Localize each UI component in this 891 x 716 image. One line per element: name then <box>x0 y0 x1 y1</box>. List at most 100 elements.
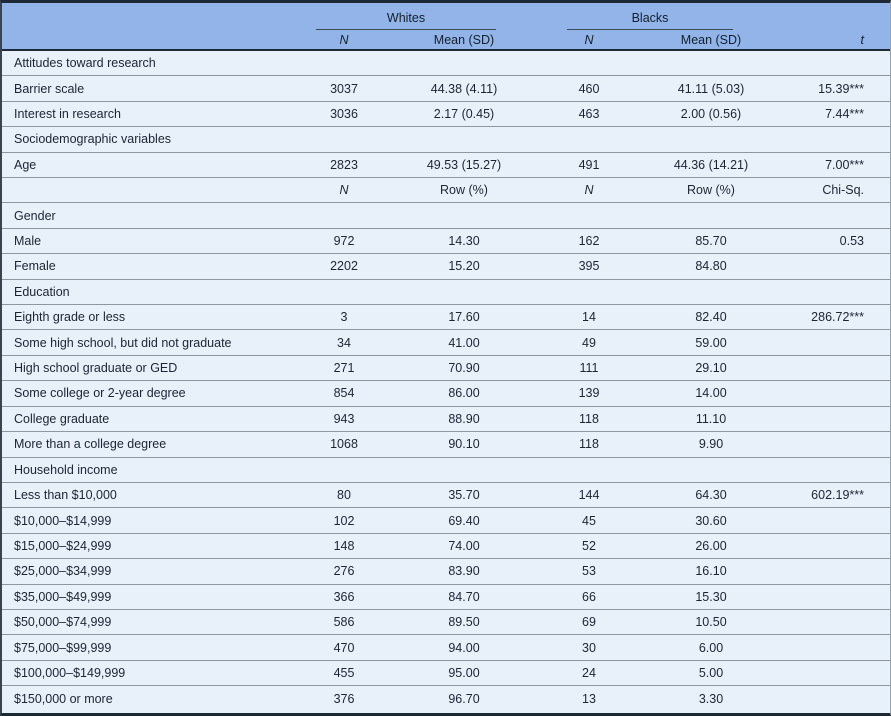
row-label: Eighth grade or less <box>14 310 126 325</box>
cell-mean-blacks: 30.60 <box>695 513 727 528</box>
cell-n-whites: 80 <box>337 488 351 503</box>
group-header-row: Whites Blacks <box>2 3 890 30</box>
table-row: More than a college degree 1068 90.10 11… <box>2 432 890 458</box>
cell-n-whites: 586 <box>333 615 355 630</box>
group-underline-blacks <box>567 29 733 30</box>
cell-n-whites: 3 <box>340 310 348 325</box>
column-header-t-statistic: t <box>860 32 864 47</box>
row-label: College graduate <box>14 411 110 426</box>
cell-statistic: Chi-Sq. <box>822 183 864 198</box>
table-row: $10,000–$14,999 102 69.40 45 30.60 <box>2 508 890 534</box>
cell-mean-blacks: 59.00 <box>695 335 727 350</box>
cell-n-whites: 2202 <box>330 259 358 274</box>
cell-n-blacks: 139 <box>578 386 600 401</box>
row-label: Attitudes toward research <box>14 56 156 71</box>
row-label: Male <box>14 234 42 249</box>
table-row: Interest in research 3036 2.17 (0.45) 46… <box>2 102 890 128</box>
cell-statistic: 7.00*** <box>825 157 864 172</box>
table-row: High school graduate or GED 271 70.90 11… <box>2 356 890 382</box>
cell-n-blacks: 24 <box>582 665 596 680</box>
cell-statistic: 7.44*** <box>825 107 864 122</box>
row-label: Sociodemographic variables <box>14 132 172 147</box>
cell-n-blacks: 460 <box>578 81 600 96</box>
cell-mean-blacks: 11.10 <box>695 411 727 426</box>
cell-n-blacks: 52 <box>582 538 596 553</box>
cell-mean-whites: 74.00 <box>448 538 480 553</box>
cell-n-whites: 972 <box>333 234 355 249</box>
row-label: Age <box>14 157 37 172</box>
table-row: $25,000–$34,999 276 83.90 53 16.10 <box>2 559 890 585</box>
cell-mean-whites: 90.10 <box>448 437 480 452</box>
cell-n-blacks: 13 <box>582 691 596 706</box>
column-header-n-blacks: N <box>584 32 594 47</box>
row-label: Gender <box>14 208 56 223</box>
table-body: Attitudes toward research Barrier scale … <box>2 51 890 712</box>
cell-mean-whites: 44.38 (4.11) <box>430 81 498 96</box>
table-row: College graduate 943 88.90 118 11.10 <box>2 407 890 433</box>
cell-mean-blacks: 29.10 <box>695 361 727 376</box>
cell-n-whites: 3036 <box>330 107 358 122</box>
cell-n-blacks: 395 <box>578 259 600 274</box>
cell-mean-whites: 86.00 <box>448 386 480 401</box>
cell-mean-whites: 89.50 <box>448 615 480 630</box>
cell-n-blacks: 53 <box>582 564 596 579</box>
row-label: $75,000–$99,999 <box>14 640 112 655</box>
cell-mean-whites: 17.60 <box>448 310 480 325</box>
cell-n-blacks: 118 <box>579 411 599 426</box>
group-header-whites: Whites <box>316 5 496 30</box>
cell-n-blacks: 118 <box>579 437 599 452</box>
row-label: More than a college degree <box>14 437 167 452</box>
cell-mean-blacks: 41.11 (5.03) <box>677 81 745 96</box>
cell-n-whites: 470 <box>333 640 355 655</box>
group-label-blacks: Blacks <box>631 11 669 25</box>
table-row: $150,000 or more 376 96.70 13 3.30 <box>2 686 890 711</box>
cell-statistic: 602.19*** <box>811 488 864 503</box>
cell-n-whites: 148 <box>333 538 355 553</box>
cell-mean-whites: 70.90 <box>448 361 480 376</box>
row-label: Female <box>14 259 56 274</box>
cell-n-whites: 1068 <box>330 437 358 452</box>
column-header-mean-blacks: Mean (SD) <box>680 32 742 47</box>
row-label: $100,000–$149,999 <box>14 665 126 680</box>
cell-mean-blacks: 15.30 <box>695 589 727 604</box>
table-row: Female 2202 15.20 395 84.80 <box>2 254 890 280</box>
table-row: Less than $10,000 80 35.70 144 64.30 602… <box>2 483 890 509</box>
row-label: $10,000–$14,999 <box>14 513 112 528</box>
table-row: Barrier scale 3037 44.38 (4.11) 460 41.1… <box>2 76 890 102</box>
cell-mean-blacks: 84.80 <box>695 259 727 274</box>
table-header: Whites Blacks N Mean (SD) N Mean (SD) t <box>2 3 890 51</box>
cell-n-whites: 271 <box>333 361 355 376</box>
table-row: N Row (%) N Row (%) Chi-Sq. <box>2 178 890 204</box>
cell-mean-blacks: 26.00 <box>695 538 727 553</box>
cell-n-whites: 102 <box>333 513 355 528</box>
cell-mean-whites: 69.40 <box>448 513 480 528</box>
cell-n-blacks: 491 <box>578 157 600 172</box>
cell-mean-whites: 2.17 (0.45) <box>433 107 495 122</box>
cell-mean-whites: 84.70 <box>448 589 480 604</box>
cell-mean-blacks: 14.00 <box>695 386 727 401</box>
row-label: Less than $10,000 <box>14 488 117 503</box>
group-underline-whites <box>316 29 496 30</box>
cell-n-whites: 2823 <box>330 157 358 172</box>
cell-n-blacks: 463 <box>578 107 600 122</box>
table-row: Some high school, but did not graduate 3… <box>2 330 890 356</box>
table-row: Education <box>2 280 890 306</box>
cell-n-blacks: 30 <box>582 640 596 655</box>
cell-n-whites: 366 <box>333 589 355 604</box>
cell-n-blacks: N <box>584 183 594 198</box>
cell-mean-whites: 41.00 <box>448 335 480 350</box>
row-label: High school graduate or GED <box>14 361 178 376</box>
table-row: Attitudes toward research <box>2 51 890 77</box>
cell-n-whites: N <box>339 183 349 198</box>
cell-statistic: 0.53 <box>839 234 864 249</box>
cell-mean-whites: 95.00 <box>448 665 480 680</box>
row-label: $15,000–$24,999 <box>14 538 112 553</box>
cell-n-whites: 276 <box>333 564 355 579</box>
group-label-whites: Whites <box>386 11 426 25</box>
group-header-blacks: Blacks <box>567 5 733 30</box>
cell-n-blacks: 144 <box>578 488 600 503</box>
cell-mean-whites: 14.30 <box>448 234 480 249</box>
table-row: Eighth grade or less 3 17.60 14 82.40 28… <box>2 305 890 331</box>
table-row: Household income <box>2 458 890 483</box>
cell-mean-blacks: 3.30 <box>698 691 724 706</box>
